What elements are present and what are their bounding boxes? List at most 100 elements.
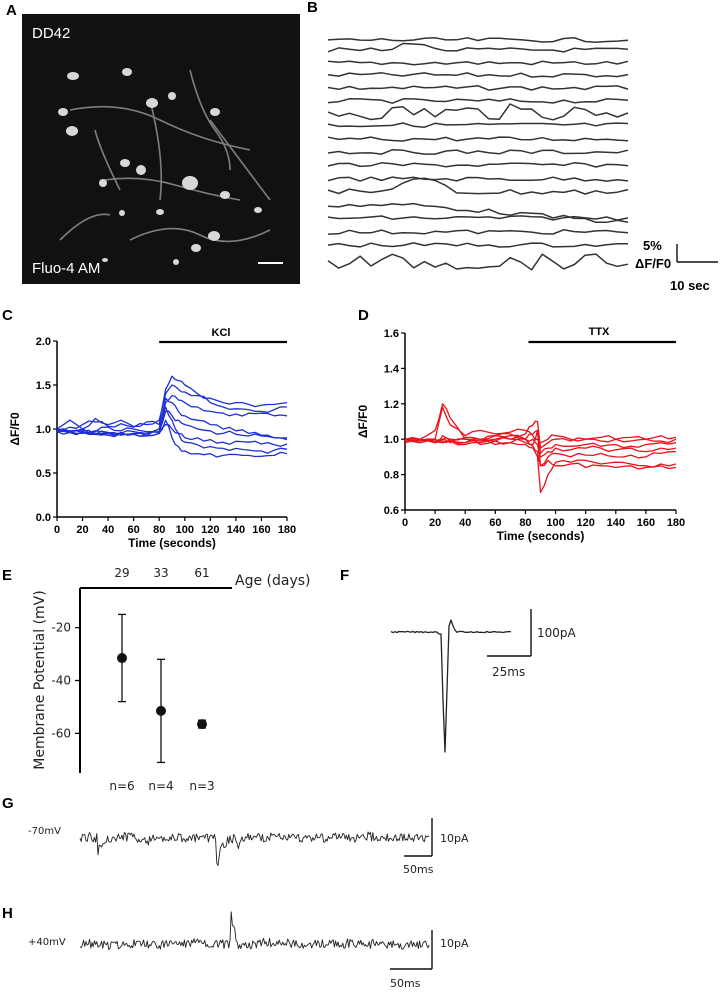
calcium-trace [327,42,629,53]
calcium-trace [327,177,629,195]
age-label: 29 [114,566,129,580]
series-line-7 [56,406,288,454]
x-tick-label: 0 [402,517,408,529]
panel-b-label: B [307,0,318,16]
panel-g-scale-y: 10pA [440,832,469,845]
mean-point [156,705,166,716]
x-tick-label: 160 [252,524,270,536]
x-tick-label: 60 [489,517,501,529]
y-tick-label: -40 [51,674,71,688]
y-tick-label: 0.5 [36,468,51,480]
membrane-current [79,831,430,866]
y-tick-label: 1.5 [36,380,51,392]
y-tick-label: 2.0 [36,336,51,348]
series-line-6 [56,423,288,447]
y-tick-label: 1.0 [36,424,51,436]
x-tick-label: 180 [667,517,685,529]
x-tick-label: 20 [429,517,441,529]
action-current [390,619,512,753]
mean-point [117,653,127,664]
n-label: n=4 [148,779,173,793]
calcium-trace [327,98,629,104]
panel-b-traces [327,37,629,271]
panel-f-current-trace [390,619,512,753]
series-line-6 [404,438,677,493]
x-tick-label: 20 [76,524,88,536]
series-line-2 [404,406,677,444]
panel-g-holding: -70mV [28,826,61,837]
series-line-2 [56,384,288,431]
calcium-trace [327,229,629,235]
y-tick-label: 1.2 [384,399,399,411]
calcium-trace [327,103,629,121]
panel-g-label: G [2,795,14,812]
x-tick-label: 120 [576,517,594,529]
y-tick-label: 1.0 [384,434,399,446]
calcium-trace [327,60,629,66]
x-tick-label: 40 [459,517,471,529]
x-tick-label: 120 [201,524,219,536]
x-tick-label: 0 [54,524,60,536]
x-tick-label: 140 [607,517,625,529]
n-label: n=3 [189,779,214,793]
y-tick-label: -20 [51,621,71,635]
calcium-trace [327,215,629,221]
panel-e-label: E [2,567,12,584]
y-axis-title: Membrane Potential (mV) [32,590,48,769]
calcium-trace [327,85,629,91]
panel-h-scale-x: 50ms [390,977,421,990]
calcium-trace [327,162,629,168]
x-tick-label: 40 [102,524,114,536]
x-axis-title: Time (seconds) [128,536,216,550]
panel-a-culture-label: DD42 [32,25,70,42]
series-line-4 [56,397,288,441]
calcium-trace [327,37,629,43]
x-tick-label: 100 [546,517,564,529]
x-tick-label: 180 [278,524,296,536]
y-tick-label: 1.6 [384,328,399,340]
y-tick-label: 0.6 [384,505,399,517]
series-line-3 [56,394,288,434]
x-tick-label: 80 [519,517,531,529]
calcium-trace [327,253,629,271]
panel-d-treatment-label: TTX [589,326,610,338]
x-tick-label: 60 [128,524,140,536]
x-tick-label: 160 [637,517,655,529]
calcium-trace [327,149,629,155]
panel-f-scale-bar [487,609,532,657]
y-tick-label: 0.0 [36,512,51,524]
panel-f-scale-x: 25ms [492,665,525,679]
age-label: 61 [194,566,209,580]
membrane-current [79,911,430,951]
panel-d-chart: 0 20 40 60 80 100 120 140 160 180 0.6 0.8 1.0 1.2 1.4 1… [356,328,685,543]
panel-h-label: H [2,905,13,922]
series-line-1 [404,403,677,449]
calcium-trace [327,242,628,248]
n-label: n=6 [109,779,134,793]
panel-b-scale-x: 10 sec [670,278,710,293]
panel-g-current-trace [79,831,430,866]
panel-c-chart: 0 20 40 60 80 100 120 140 160 180 0.0 0.5 1.0 1.5 2.0 T… [8,336,296,550]
y-axis-title: ΔF/F0 [356,405,370,439]
panel-f-label: F [340,567,349,584]
panel-a-label: A [6,2,17,19]
y-tick-label: 1.4 [384,363,400,375]
panel-h-scale-y: 10pA [440,937,469,950]
panel-h-current-trace [79,911,430,951]
x-tick-label: 80 [153,524,165,536]
calcium-trace [327,202,629,224]
x-axis-title: Time (seconds) [497,529,585,543]
calcium-trace [327,176,629,182]
mean-point [197,719,207,730]
y-tick-label: -60 [51,726,71,740]
panel-c-treatment-label: KCl [212,327,231,339]
x-tick-label: 140 [227,524,245,536]
panel-g-scale-bar [404,818,433,857]
panel-c-label: C [2,307,13,324]
panel-b-scale-bar [676,244,718,263]
y-tick-label: 0.8 [384,470,399,482]
panel-a-micrograph [22,14,300,284]
panel-a-dye-label: Fluo-4 AM [32,260,100,277]
